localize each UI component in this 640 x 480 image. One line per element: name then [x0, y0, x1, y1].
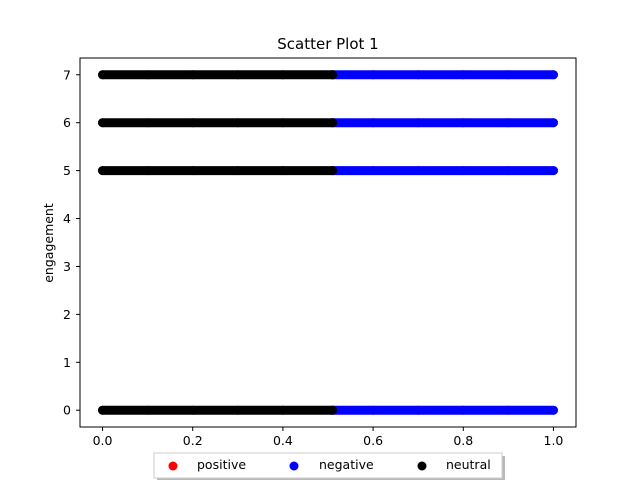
negative-point: [548, 166, 558, 176]
neutral-point: [233, 70, 243, 80]
y-tick-label: 7: [63, 67, 71, 82]
y-tick-label: 6: [63, 115, 71, 130]
neutral-point: [278, 405, 288, 415]
x-axis: 0.0 0.2 0.4 0.6 0.8 1.0: [93, 427, 564, 448]
y-axis: 0 1 2 3 4 5 6 7: [63, 67, 80, 418]
negative-point: [503, 166, 513, 176]
negative-point: [548, 70, 558, 80]
negative-point: [503, 118, 513, 128]
legend: positive negative neutral: [153, 452, 505, 480]
neutral-point: [188, 166, 198, 176]
negative-point: [413, 405, 423, 415]
axes-frame: [79, 57, 577, 428]
negative-point: [368, 70, 378, 80]
neutral-point: [143, 166, 153, 176]
neutral-point: [143, 118, 153, 128]
legend-label-positive: positive: [197, 457, 246, 472]
neutral-point: [278, 118, 288, 128]
neutral-point: [328, 118, 338, 128]
neutral-point: [98, 166, 108, 176]
x-tick-label: 1.0: [544, 433, 564, 448]
negative-point: [458, 70, 468, 80]
legend-marker-positive: [168, 461, 178, 471]
x-tick-label: 0.4: [273, 433, 293, 448]
negative-point: [458, 118, 468, 128]
plot-area: [98, 70, 558, 415]
neutral-point: [233, 118, 243, 128]
negative-point: [503, 70, 513, 80]
chart-title: Scatter Plot 1: [277, 35, 378, 53]
neutral-point: [143, 405, 153, 415]
legend-box: [153, 452, 503, 479]
y-tick-label: 5: [63, 163, 71, 178]
x-tick-label: 0.2: [183, 433, 203, 448]
x-tick-label: 0.8: [453, 433, 473, 448]
y-tick-label: 1: [63, 355, 71, 370]
legend-marker-neutral: [417, 461, 427, 471]
y-tick-label: 3: [63, 259, 71, 274]
x-tick-label: 0.6: [363, 433, 383, 448]
negative-point: [413, 70, 423, 80]
neutral-point: [98, 118, 108, 128]
neutral-point: [188, 118, 198, 128]
negative-point: [368, 166, 378, 176]
negative-point: [503, 405, 513, 415]
legend-label-negative: negative: [319, 457, 374, 472]
legend-marker-negative: [289, 461, 299, 471]
neutral-point: [188, 405, 198, 415]
neutral-point: [233, 166, 243, 176]
neutral-point: [278, 166, 288, 176]
negative-point: [413, 166, 423, 176]
neutral-point: [328, 70, 338, 80]
neutral-point: [233, 405, 243, 415]
negative-point: [413, 118, 423, 128]
neutral-point: [98, 70, 108, 80]
negative-point: [458, 405, 468, 415]
neutral-point: [278, 70, 288, 80]
y-tick-label: 0: [63, 403, 71, 418]
negative-point: [368, 118, 378, 128]
negative-point: [548, 405, 558, 415]
neutral-point: [328, 405, 338, 415]
neutral-point: [188, 70, 198, 80]
negative-point: [368, 405, 378, 415]
legend-label-neutral: neutral: [446, 457, 491, 472]
y-axis-label: engagement: [41, 203, 56, 283]
neutral-point: [143, 70, 153, 80]
neutral-point: [98, 405, 108, 415]
y-tick-label: 4: [63, 211, 71, 226]
negative-point: [458, 166, 468, 176]
x-tick-label: 0.0: [93, 433, 113, 448]
neutral-point: [328, 166, 338, 176]
negative-point: [548, 118, 558, 128]
y-tick-label: 2: [63, 307, 71, 322]
